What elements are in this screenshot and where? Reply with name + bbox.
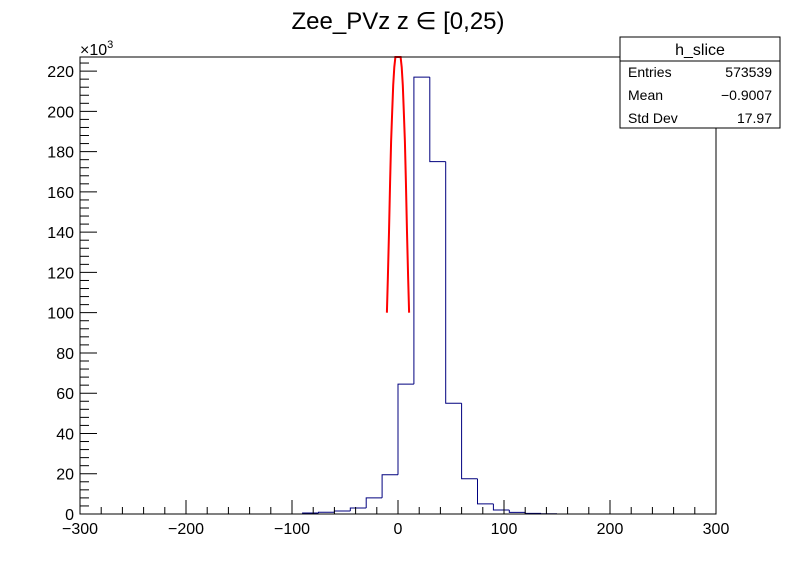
x-tick-label: 300 xyxy=(703,521,730,538)
histogram-bin xyxy=(524,512,542,514)
y-multiplier: ×103 xyxy=(80,39,113,59)
chart-title: Zee_PVz z ∈ [0,25) xyxy=(292,8,505,35)
histogram-bin xyxy=(429,77,446,163)
y-tick-label: 60 xyxy=(56,386,74,403)
histogram-bin xyxy=(461,403,478,480)
y-tick-label: 100 xyxy=(47,306,74,323)
y-tick-label: 180 xyxy=(47,145,74,162)
stats-row-label: Std Dev xyxy=(628,110,678,126)
histogram-bin xyxy=(477,478,494,505)
x-tick-label: −300 xyxy=(62,521,98,538)
y-tick-label: 140 xyxy=(47,225,74,242)
x-tick-label: 200 xyxy=(597,521,624,538)
x-tick-label: −200 xyxy=(168,521,204,538)
histogram-bin xyxy=(413,76,430,385)
y-tick-label: 20 xyxy=(56,467,74,484)
histogram-bin xyxy=(508,509,526,513)
y-tick-label: 120 xyxy=(47,265,74,282)
stats-row-label: Mean xyxy=(628,87,663,103)
stats-row-value: 17.97 xyxy=(737,110,772,126)
stats-box-title: h_slice xyxy=(675,42,725,59)
y-tick-label: 160 xyxy=(47,185,74,202)
histogram-bin xyxy=(397,383,414,475)
histogram-bin xyxy=(492,503,510,511)
x-tick-label: −100 xyxy=(274,521,310,538)
x-tick-label: 0 xyxy=(394,521,403,538)
fit-curve xyxy=(385,56,411,313)
stats-row-label: Entries xyxy=(628,64,672,80)
histogram-bin xyxy=(381,474,398,498)
y-tick-label: 40 xyxy=(56,426,74,443)
stats-row-value: 573539 xyxy=(725,64,772,80)
y-tick-label: 80 xyxy=(56,346,74,363)
plot-axes: −300 −200 −100 0 100 200 300 0 20 40 60 80 100 120 140… xyxy=(47,56,730,538)
histogram-bin xyxy=(318,511,335,513)
histogram-bin xyxy=(349,507,367,511)
y-multiplier-label: ×103 xyxy=(80,39,113,59)
y-tick-label: 0 xyxy=(65,507,74,524)
histogram-bin xyxy=(333,510,351,513)
histogram-bin xyxy=(445,161,462,404)
y-tick-label: 200 xyxy=(47,104,74,121)
y-tick-label: 220 xyxy=(47,64,74,81)
stats-row-value: −0.9007 xyxy=(721,87,772,103)
stats-box-frame xyxy=(619,36,781,129)
histogram-bin xyxy=(365,497,383,508)
x-tick-label: 100 xyxy=(491,521,518,538)
